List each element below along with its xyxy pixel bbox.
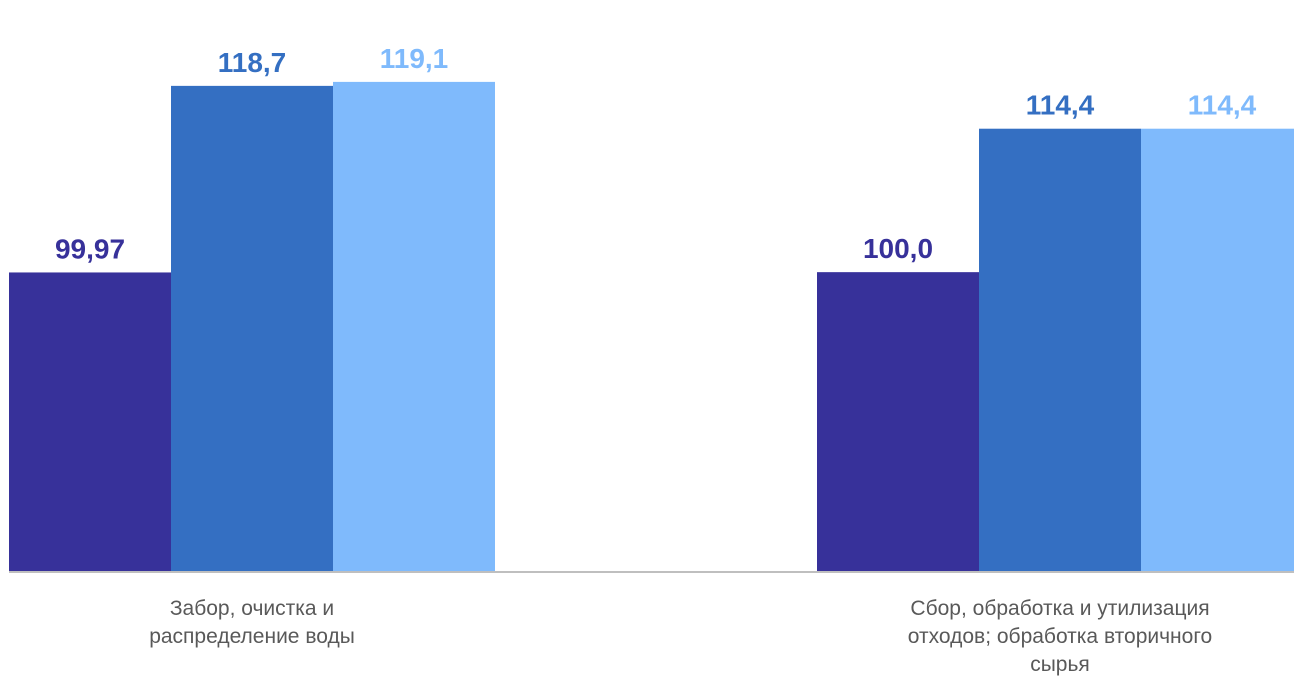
category-label-2-line-3: сырья bbox=[1030, 653, 1090, 676]
value-label-2-series-2: 114,4 bbox=[1026, 90, 1095, 121]
bar-1-series-1 bbox=[9, 272, 171, 571]
bar-2-series-2 bbox=[979, 128, 1141, 571]
value-label-1-series-2: 118,7 bbox=[218, 47, 287, 78]
bar-1-series-3 bbox=[333, 81, 495, 571]
bar-1-series-2 bbox=[171, 85, 333, 571]
bars-layer bbox=[9, 81, 1294, 571]
value-label-2-series-1: 100,0 bbox=[863, 233, 933, 264]
category-label-2-line-2: отходов; обработка вторичного bbox=[908, 625, 1212, 648]
category-label-2-line-1: Сбор, обработка и утилизация bbox=[910, 597, 1209, 620]
category-label-1-line-2: распределение воды bbox=[149, 625, 355, 648]
category-labels-layer: Забор, очистка и распределение воды Сбор, … bbox=[149, 597, 1212, 676]
value-label-2-series-3: 114,4 bbox=[1188, 90, 1257, 121]
bar-2-series-3 bbox=[1141, 128, 1294, 571]
value-label-1-series-3: 119,1 bbox=[380, 43, 449, 74]
bar-2-series-1 bbox=[817, 272, 979, 571]
value-labels-layer: 99,97 118,7 119,1 100,0 114,4 114,4 bbox=[55, 43, 1257, 265]
category-label-1-line-1: Забор, очистка и bbox=[170, 597, 334, 620]
value-label-1-series-1: 99,97 bbox=[55, 233, 125, 264]
